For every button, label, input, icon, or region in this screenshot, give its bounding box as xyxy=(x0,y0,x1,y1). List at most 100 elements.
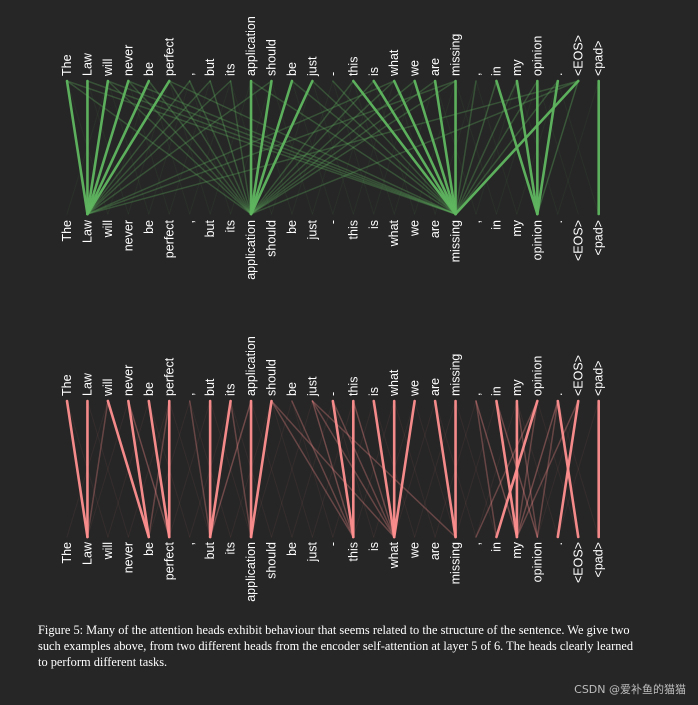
weak-attention-2-to-9 xyxy=(107,80,252,215)
strong-attention-25-to-19 xyxy=(454,79,580,216)
token-top-missing: missing xyxy=(449,354,463,396)
faint-attention-7-to-5 xyxy=(168,80,211,215)
strong-attention-15-to-16 xyxy=(372,399,396,539)
strong-attention-0-to-1 xyxy=(65,399,89,539)
token-bottom-we: we xyxy=(408,542,422,559)
weak-attention-20-to-21 xyxy=(475,400,498,538)
faint-attention-5-to-3 xyxy=(127,80,170,215)
faint-attention-12-to-14 xyxy=(311,80,354,215)
faint-attention-25-to-23 xyxy=(536,400,579,538)
faint-attention-5-to-3 xyxy=(127,400,170,538)
faint-attention-9-to-11 xyxy=(250,400,293,538)
faint-attention-5-to-7 xyxy=(168,400,211,538)
strong-attention-16-to-19 xyxy=(392,79,457,216)
token-bottom-are: are xyxy=(428,220,442,238)
faint-attention-21-to-19 xyxy=(455,400,497,538)
faint-attention-15-to-13 xyxy=(332,80,375,215)
token-top-law: Law xyxy=(80,372,94,396)
token-top-are: are xyxy=(428,378,442,396)
weak-attention-4-to-9 xyxy=(148,80,252,215)
token-bottom-eos: <EOS> xyxy=(571,220,585,261)
token-top-application: application xyxy=(244,16,258,76)
faint-attention-22-to-24 xyxy=(516,400,559,538)
weak-attention-9-to-7 xyxy=(209,400,252,538)
faint-attention-9-to-7 xyxy=(209,400,252,538)
weak-attention-5-to-19 xyxy=(168,80,457,215)
token-top-the: The xyxy=(60,374,74,396)
token-bottom-is: is xyxy=(367,542,381,551)
token-bottom-its: its xyxy=(224,542,238,555)
weak-attention-20-to-22 xyxy=(475,400,518,538)
weak-attention-2-to-1 xyxy=(86,400,109,538)
faint-attention-22-to-20 xyxy=(475,400,518,538)
token-bottom-punct: , xyxy=(469,542,483,545)
weak-attention-7-to-1 xyxy=(86,80,211,215)
faint-attention-17-to-19 xyxy=(414,400,457,538)
token-top-be: be xyxy=(142,382,156,396)
token-bottom-never: never xyxy=(121,220,135,251)
token-top-pad: <pad> xyxy=(592,41,606,76)
token-top-punct: , xyxy=(469,393,483,396)
weak-attention-13-to-16 xyxy=(332,400,395,538)
faint-attention-14-to-12 xyxy=(311,400,354,538)
token-top-never: never xyxy=(121,365,135,396)
faint-attention-14-to-16 xyxy=(352,400,395,538)
token-top-are: are xyxy=(428,58,442,76)
faint-attention-7-to-9 xyxy=(209,80,252,215)
token-top-perfect: perfect xyxy=(162,357,176,396)
token-bottom-pad: <pad> xyxy=(592,542,606,577)
faint-attention-20-to-22 xyxy=(475,400,518,538)
token-top-just: just xyxy=(305,376,319,397)
weak-attention-14-to-16 xyxy=(352,400,395,538)
strong-attention-22-to-23 xyxy=(515,79,539,216)
token-bottom-is: is xyxy=(367,220,381,229)
token-top-my: my xyxy=(510,59,524,76)
token-bottom-just: just xyxy=(305,219,319,240)
token-top-what: what xyxy=(387,49,401,77)
token-bottom-this: this xyxy=(346,542,360,561)
faint-attention-17-to-15 xyxy=(373,80,416,215)
weak-attention-21-to-19 xyxy=(454,80,498,215)
strong-attention-18-to-19 xyxy=(433,399,457,539)
faint-attention-19-to-17 xyxy=(414,400,457,538)
faint-attention-3-to-5 xyxy=(127,400,170,538)
weak-attention-3-to-19 xyxy=(127,80,457,215)
token-top-should: should xyxy=(265,39,279,76)
faint-attention-14-to-16 xyxy=(352,80,395,215)
figure-caption: Figure 5: Many of the attention heads ex… xyxy=(38,623,634,669)
token-top-punct: . xyxy=(551,393,565,396)
token-top-law: Law xyxy=(80,52,94,76)
token-bottom-what: what xyxy=(387,219,401,247)
weak-attention-5-to-9 xyxy=(168,80,252,215)
token-bottom-my: my xyxy=(510,219,524,236)
token-bottom-will: will xyxy=(101,542,115,560)
token-top-is: is xyxy=(367,67,381,76)
token-top-in: in xyxy=(489,66,503,76)
weak-attention-25-to-1 xyxy=(86,80,579,215)
faint-attention-12-to-14 xyxy=(311,400,354,538)
strong-attention-4-to-5 xyxy=(147,399,171,539)
faint-attention-11-to-13 xyxy=(291,80,334,215)
token-bottom-never: never xyxy=(121,542,135,573)
token-top-is: is xyxy=(367,387,381,396)
weak-attention-23-to-22 xyxy=(516,400,539,538)
weak-attention-6-to-9 xyxy=(188,80,252,215)
faint-attention-11-to-13 xyxy=(291,400,334,538)
weak-attention-3-to-5 xyxy=(127,400,170,538)
weak-attention-15-to-9 xyxy=(250,80,375,215)
faint-attention-26-to-24 xyxy=(557,80,600,215)
faint-attention-12-to-10 xyxy=(271,400,313,538)
weak-attention-8-to-9 xyxy=(229,80,252,215)
token-top-be: be xyxy=(142,62,156,76)
strong-attention-2-to-4 xyxy=(106,399,151,539)
weak-attention-11-to-19 xyxy=(291,80,457,215)
token-top-punct: . xyxy=(551,73,565,76)
token-bottom-are: are xyxy=(428,542,442,560)
token-top-the: The xyxy=(60,54,74,76)
token-top-but: but xyxy=(203,58,217,76)
token-bottom-punct: , xyxy=(469,220,483,223)
faint-attention-24-to-26 xyxy=(557,400,600,538)
token-bottom-the: The xyxy=(60,220,74,242)
faint-attention-25-to-23 xyxy=(536,80,579,215)
strong-attention-10-to-9 xyxy=(249,79,273,216)
